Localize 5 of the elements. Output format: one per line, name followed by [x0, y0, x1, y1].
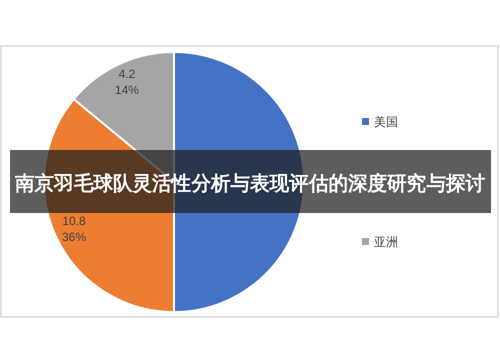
- data-label: 10.8 36%: [62, 214, 86, 244]
- text: 南京羽毛球队灵活性分析与表现评估的深度研究与探讨: [14, 172, 495, 195]
- data-label: 4.2 14%: [114, 67, 140, 98]
- legend-label: 美国: [374, 115, 398, 129]
- legend-label: 亚洲: [374, 235, 398, 249]
